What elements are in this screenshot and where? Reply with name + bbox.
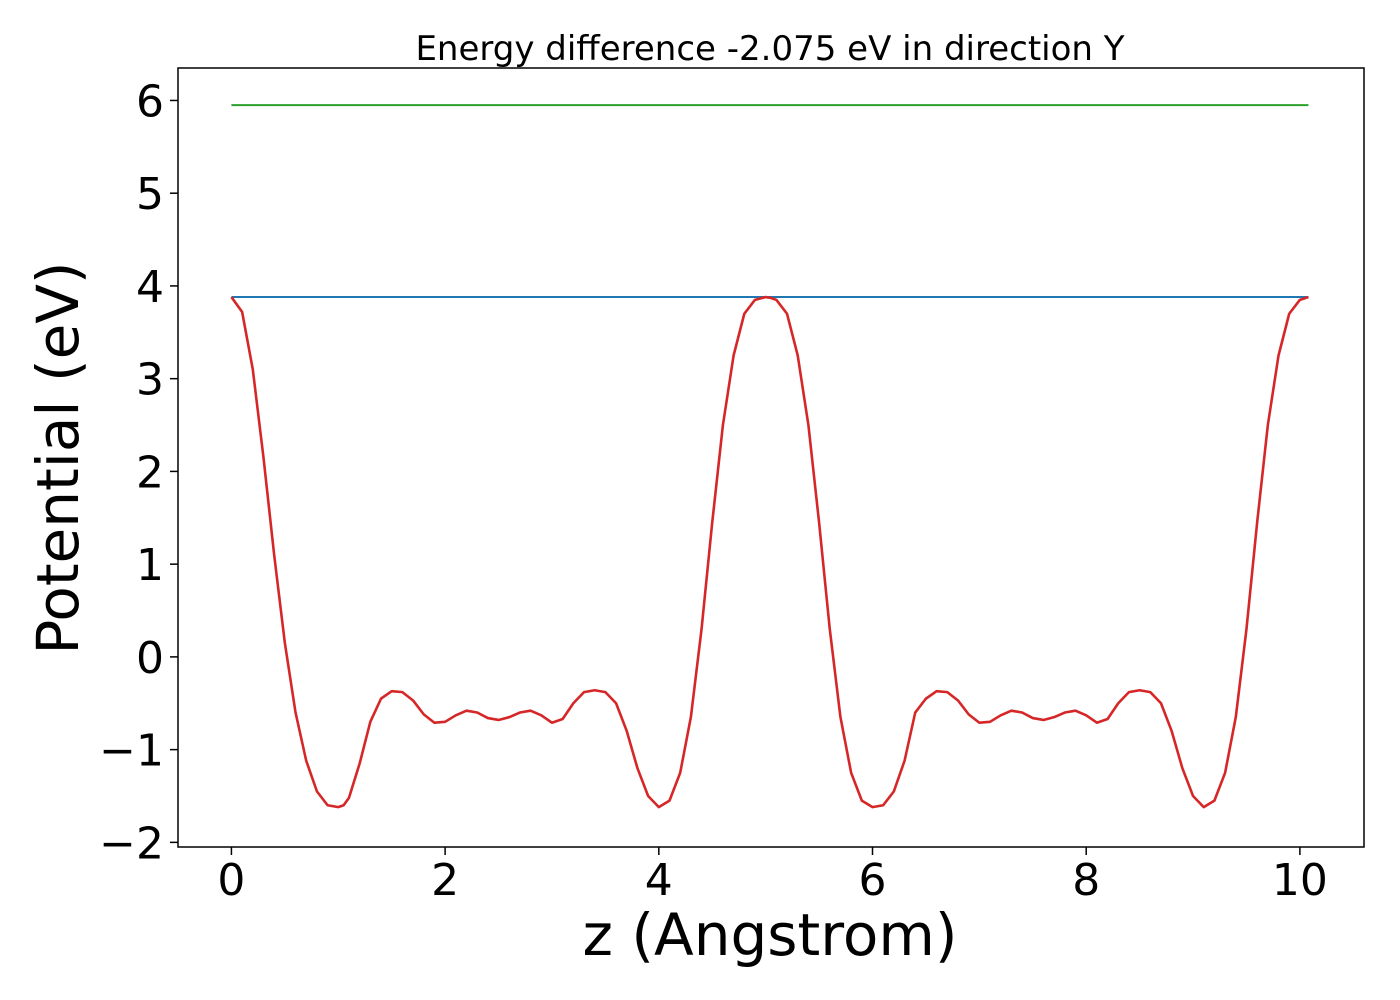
y-tick-label: 0 [136,633,164,684]
y-tick-label: −2 [99,818,164,869]
y-axis-ticks: −2 −1 0 1 2 3 4 5 6 [99,76,178,869]
x-axis-label: z (Angstrom) [583,901,958,969]
series-line-0 [230,295,1309,809]
x-tick-label: 6 [859,855,887,906]
y-tick-label: 5 [136,169,164,220]
x-tick-label: 10 [1272,855,1328,906]
x-tick-label: 2 [431,855,459,906]
y-axis-label: Potential (eV) [24,261,92,654]
y-tick-label: −1 [99,726,164,777]
y-tick-label: 6 [136,76,164,127]
x-tick-label: 0 [217,855,245,906]
plot-area [177,67,1365,848]
series-layer [230,104,1309,809]
plot-frame [177,67,1365,848]
chart-title: Energy difference -2.075 eV in direction… [415,29,1124,69]
x-axis-ticks: 0 2 4 6 8 10 [217,847,1328,906]
y-tick-label: 3 [136,355,164,406]
y-tick-label: 2 [136,447,164,498]
y-tick-label: 1 [136,540,164,591]
x-tick-label: 8 [1072,855,1100,906]
x-tick-label: 4 [645,855,673,906]
y-tick-label: 4 [136,262,164,313]
